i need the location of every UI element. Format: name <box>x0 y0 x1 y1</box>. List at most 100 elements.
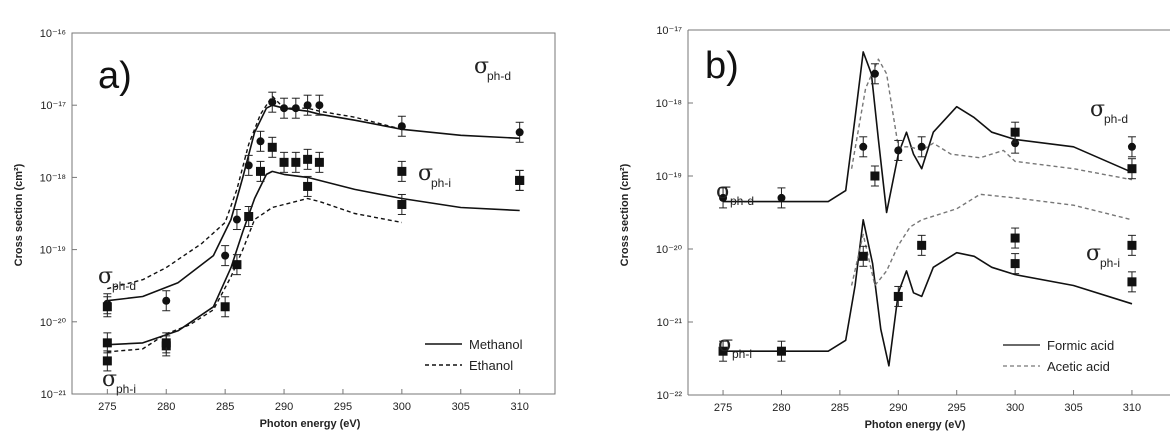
annotation-subscript: ph-d <box>487 69 511 83</box>
annotation-subscript: ph-i <box>732 347 752 361</box>
x-axis-label-a: Photon energy (eV) <box>260 418 361 430</box>
annotation-subscript: ph-d <box>112 279 136 293</box>
x-tick-label: 280 <box>157 401 175 413</box>
data-point-square <box>279 157 289 167</box>
data-points-a <box>102 91 525 372</box>
data-point-square <box>314 157 324 167</box>
series-lines-a <box>107 95 520 353</box>
annotation-subscript: ph-d <box>1104 112 1128 126</box>
data-point-circle <box>162 296 171 305</box>
series-line-acetic-acid-3 <box>850 193 1133 287</box>
panel-b: 275 280 285 290 295 300 305 310 10⁻¹⁷ 10⁻¹⁸ 10⁻¹⁹ 1… <box>619 25 1170 431</box>
legend-label-acetic-acid: Acetic acid <box>1047 359 1110 374</box>
y-tick-label: 10⁻¹⁷ <box>656 25 682 37</box>
x-tick-label: 285 <box>216 401 234 413</box>
data-point-square <box>303 154 313 164</box>
data-point-square <box>515 175 525 185</box>
x-tick-label: 300 <box>393 401 411 413</box>
x-tick-label: 285 <box>831 402 849 414</box>
y-tick-label: 10⁻¹⁹ <box>40 245 66 257</box>
data-point-circle <box>515 128 524 137</box>
data-point-circle <box>870 69 879 78</box>
data-point-square <box>397 199 407 209</box>
annotation-subscript: ph-i <box>1100 256 1120 270</box>
annotation-subscript: ph-i <box>116 382 136 396</box>
data-point-circle <box>221 251 230 260</box>
series-line-methanol-1 <box>107 170 520 346</box>
y-tick-label: 10⁻²² <box>657 390 683 402</box>
annotation-sigma: σ <box>1090 97 1105 122</box>
annotation-sigma: σ <box>1086 241 1101 266</box>
x-tick-label: 295 <box>948 402 966 414</box>
x-tick-label: 310 <box>510 401 528 413</box>
legend-label-methanol: Methanol <box>469 337 523 352</box>
y-tick-label: 10⁻²¹ <box>41 389 67 401</box>
data-point-square <box>776 346 786 356</box>
data-point-circle <box>777 193 786 202</box>
series-lines-b <box>723 51 1133 367</box>
annotation-sigma: σ <box>474 54 489 79</box>
data-point-circle <box>397 122 406 131</box>
y-axis-label-a: Cross section (cm²) <box>13 163 25 266</box>
x-axis-label-b: Photon energy (eV) <box>865 419 966 431</box>
annotation-sigma-ph-i-a-left: σ ph-i <box>102 367 136 396</box>
x-tick-label: 300 <box>1006 402 1024 414</box>
annotation-sigma-ph-d-b-right: σ ph-d <box>1090 97 1128 126</box>
panel-label-b: b) <box>705 45 739 87</box>
data-point-square <box>291 157 301 167</box>
data-points-b <box>718 63 1137 362</box>
annotation-sigma-ph-d-a-left: σ ph-d <box>98 264 136 293</box>
data-point-square <box>893 291 903 301</box>
panel-label-a: a) <box>98 55 132 97</box>
data-point-circle <box>917 142 926 151</box>
data-point-square <box>102 302 112 312</box>
y-tick-label: 10⁻¹⁸ <box>40 172 66 184</box>
data-point-square <box>1010 127 1020 137</box>
data-point-square <box>102 338 112 348</box>
data-point-circle <box>1011 139 1020 148</box>
x-tick-label: 295 <box>334 401 352 413</box>
data-point-circle <box>244 161 253 170</box>
legend-label-ethanol: Ethanol <box>469 358 513 373</box>
data-point-square <box>244 212 254 222</box>
data-point-circle <box>291 104 300 113</box>
data-point-square <box>397 166 407 176</box>
data-point-square <box>267 142 277 152</box>
x-tick-label: 310 <box>1123 402 1141 414</box>
annotation-sigma: σ <box>718 332 733 357</box>
data-point-circle <box>303 101 312 110</box>
y-tick-label: 10⁻²¹ <box>657 317 683 329</box>
data-point-square <box>1127 240 1137 250</box>
x-tick-label: 305 <box>452 401 470 413</box>
y-tick-label: 10⁻²⁰ <box>656 244 683 256</box>
annotation-subscript: ph-i <box>431 176 451 190</box>
series-line-formic-acid-0 <box>723 51 1133 214</box>
data-point-square <box>718 346 728 356</box>
annotation-sigma: σ <box>418 161 433 186</box>
series-line-methanol-0 <box>107 104 520 302</box>
panel-a: 275 280 285 290 295 300 305 310 10⁻¹⁶ 10⁻¹⁷ 10⁻¹⁸ 1… <box>13 28 556 430</box>
data-point-square <box>303 181 313 191</box>
legend-label-formic-acid: Formic acid <box>1047 338 1114 353</box>
y-tick-label: 10⁻¹⁹ <box>656 171 682 183</box>
series-line-ethanol-2 <box>107 95 403 290</box>
data-point-square <box>1127 164 1137 174</box>
y-tick-label: 10⁻²⁰ <box>40 317 67 329</box>
plot-frame-a <box>71 32 556 395</box>
data-point-square <box>102 356 112 366</box>
x-tick-label: 275 <box>98 401 116 413</box>
x-tick-label: 290 <box>889 402 907 414</box>
annotation-sigma-ph-i-b-left: σ ph-i <box>718 332 752 361</box>
annotation-sigma-ph-d-a-top: σ ph-d <box>474 54 511 83</box>
data-point-square <box>220 302 230 312</box>
data-point-circle <box>894 146 903 155</box>
series-line-formic-acid-1 <box>723 219 1133 367</box>
y-tick-label: 10⁻¹⁶ <box>40 28 66 40</box>
data-point-circle <box>268 98 277 107</box>
x-tick-label: 305 <box>1064 402 1082 414</box>
annotation-sigma-ph-d-b-left: σ ph-d <box>716 179 754 208</box>
data-point-square <box>232 260 242 270</box>
series-line-ethanol-3 <box>107 197 403 353</box>
data-point-circle <box>859 142 868 151</box>
